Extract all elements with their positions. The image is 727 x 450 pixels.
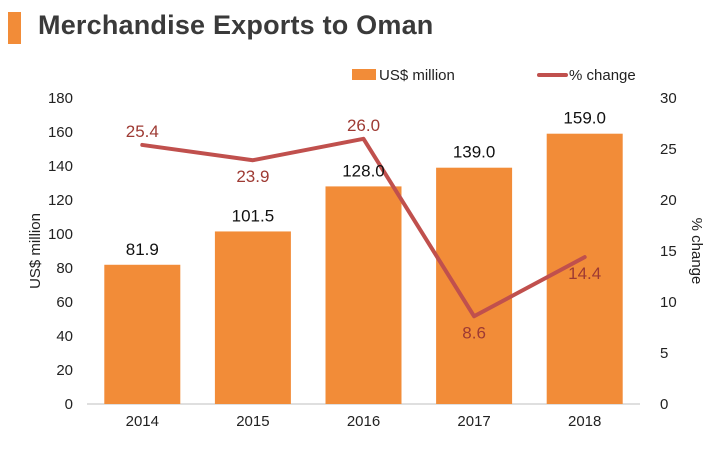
x-tick-label: 2014 [126,413,159,430]
bar-2014 [104,264,181,404]
line-series [140,136,587,319]
y2-tick-label: 20 [660,192,677,209]
data-labels: 81.9 101.5 128.0 139.0 159.0 25.4 23.9 26.0 8.6 1… [126,109,606,343]
y2-tick-label: 10 [660,294,677,311]
bar-value-label: 128.0 [342,161,385,180]
bar-2016 [325,186,402,404]
title-accent-bar [8,12,21,44]
y-tick-label: 20 [56,362,73,379]
line-value-label: 25.4 [126,122,159,141]
bar-value-label: 81.9 [126,240,159,259]
line-value-label: 23.9 [236,167,269,186]
x-tick-label: 2018 [568,413,601,430]
y-tick-label: 140 [48,158,73,175]
y-tick-label: 80 [56,260,73,277]
y2-tick-label: 15 [660,243,677,260]
bar-2017 [436,167,513,404]
y-tick-label: 120 [48,192,73,209]
y2-tick-label: 5 [660,345,668,362]
bar-2015 [214,231,291,404]
legend: US$ million % change [352,67,636,84]
y-axis-title: US$ million [27,213,44,289]
bar-value-label: 101.5 [232,206,275,225]
y-tick-label: 60 [56,294,73,311]
y-tick-label: 160 [48,124,73,141]
y2-axis-title: % change [688,218,705,285]
y-tick-label: 0 [65,396,73,413]
axes: 0 20 40 60 80 100 120 140 160 180 0 5 10 15 20 25 30 2014… [27,90,705,430]
y-tick-label: 100 [48,226,73,243]
legend-bar-swatch [352,69,376,80]
chart-title: Merchandise Exports to Oman [38,10,434,40]
y-tick-label: 180 [48,90,73,107]
x-tick-label: 2016 [347,413,380,430]
legend-line-label: % change [569,67,636,84]
bar-value-label: 159.0 [563,109,606,128]
y2-tick-label: 0 [660,396,668,413]
x-tick-label: 2015 [236,413,269,430]
bars [104,133,623,404]
bar-value-label: 139.0 [453,143,496,162]
y2-tick-label: 25 [660,141,677,158]
legend-bar-label: US$ million [379,67,455,84]
x-tick-label: 2017 [457,413,490,430]
y2-tick-label: 30 [660,90,677,107]
line-value-label: 26.0 [347,116,380,135]
line-value-label: 8.6 [462,323,486,342]
line-value-label: 14.4 [568,264,601,283]
y-tick-label: 40 [56,328,73,345]
